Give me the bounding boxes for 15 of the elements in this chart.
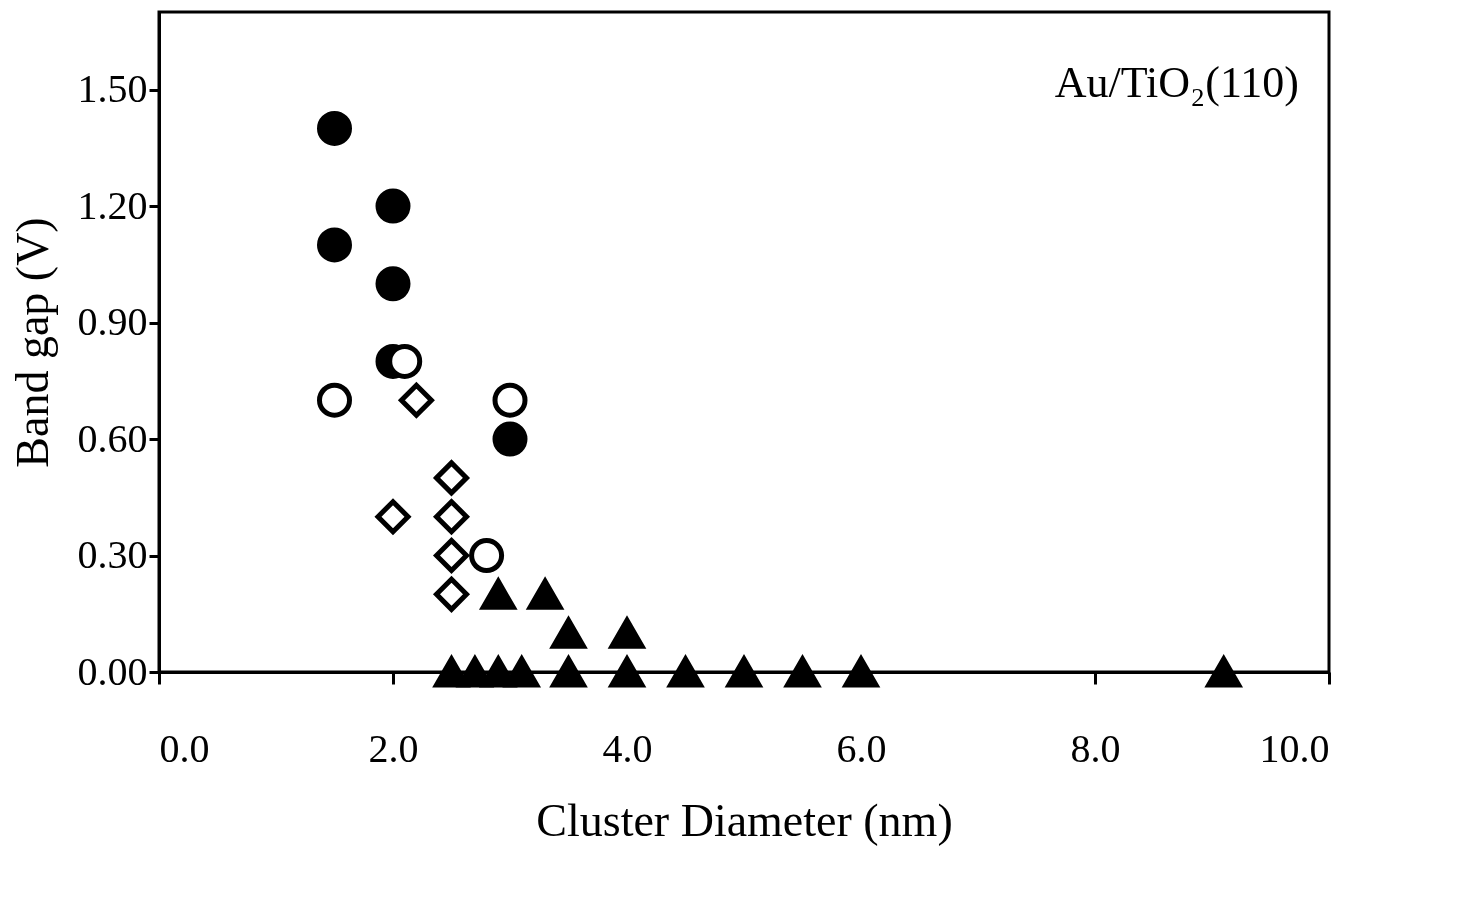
- x-tick-label: 6.0: [836, 725, 887, 771]
- y-tick-label: 1.50: [77, 66, 148, 112]
- x-tick-label: 2.0: [368, 725, 419, 771]
- x-tick-label: 8.0: [1070, 725, 1121, 771]
- x-tick-label: 0.0: [159, 725, 210, 771]
- x-tick-label: 10.0: [1259, 725, 1330, 771]
- y-tick-label: 0.30: [77, 532, 148, 578]
- x-tick-label: 4.0: [602, 725, 653, 771]
- y-tick-label: 1.20: [77, 182, 148, 228]
- y-axis-title: Band gap (V): [6, 217, 58, 468]
- y-tick-label: 0.60: [77, 415, 148, 461]
- y-tick-label: 0.90: [77, 299, 148, 345]
- x-axis-title: Cluster Diameter (nm): [536, 794, 953, 846]
- y-tick-label: 0.00: [77, 648, 148, 694]
- annotation: Au/TiO₂(110): [1054, 58, 1299, 107]
